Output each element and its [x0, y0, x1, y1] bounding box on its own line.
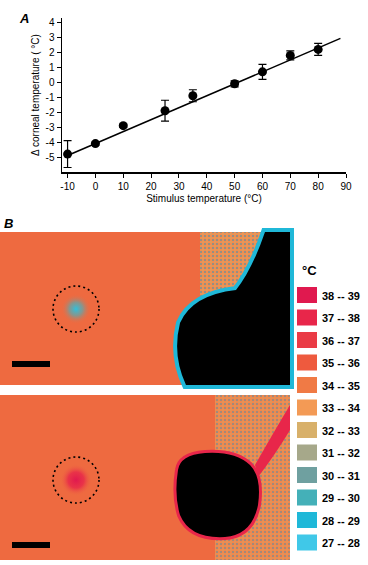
svg-text:70: 70	[285, 181, 297, 192]
svg-text:0: 0	[49, 77, 55, 88]
svg-text:°C: °C	[302, 263, 317, 278]
svg-text:30 -- 31: 30 -- 31	[322, 470, 360, 482]
svg-text:-4: -4	[46, 137, 55, 148]
svg-text:Δ corneal temperature ( °C): Δ corneal temperature ( °C)	[30, 34, 41, 156]
svg-text:10: 10	[118, 181, 130, 192]
svg-text:A: A	[19, 11, 29, 26]
svg-text:3: 3	[49, 32, 55, 43]
svg-text:0: 0	[93, 181, 99, 192]
svg-text:37 -- 38: 37 -- 38	[322, 312, 360, 324]
svg-text:50: 50	[229, 181, 241, 192]
svg-text:40: 40	[201, 181, 213, 192]
svg-text:35 -- 36: 35 -- 36	[322, 357, 360, 369]
svg-text:28 -- 29: 28 -- 29	[322, 515, 360, 527]
svg-text:60: 60	[257, 181, 269, 192]
svg-text:36 -- 37: 36 -- 37	[322, 335, 360, 347]
svg-text:27 -- 28: 27 -- 28	[322, 537, 360, 549]
svg-text:32 -- 33: 32 -- 33	[322, 425, 360, 437]
svg-text:33 -- 34: 33 -- 34	[322, 402, 361, 414]
svg-text:31 -- 32: 31 -- 32	[322, 447, 360, 459]
svg-text:4: 4	[49, 17, 55, 28]
svg-text:-3: -3	[46, 122, 55, 133]
svg-text:Stimulus temperature (°C): Stimulus temperature (°C)	[146, 193, 262, 204]
svg-text:-2: -2	[46, 107, 55, 118]
svg-text:-1: -1	[46, 92, 55, 103]
svg-text:B: B	[4, 216, 13, 231]
svg-text:29 -- 30: 29 -- 30	[322, 492, 360, 504]
svg-text:2: 2	[49, 47, 55, 58]
svg-text:-10: -10	[60, 181, 75, 192]
svg-text:38 -- 39: 38 -- 39	[322, 290, 360, 302]
svg-text:20: 20	[146, 181, 158, 192]
svg-text:90: 90	[340, 181, 352, 192]
svg-text:34 -- 35: 34 -- 35	[322, 380, 360, 392]
svg-text:1: 1	[49, 62, 55, 73]
svg-text:-5: -5	[46, 152, 55, 163]
svg-text:80: 80	[313, 181, 325, 192]
svg-text:30: 30	[173, 181, 185, 192]
